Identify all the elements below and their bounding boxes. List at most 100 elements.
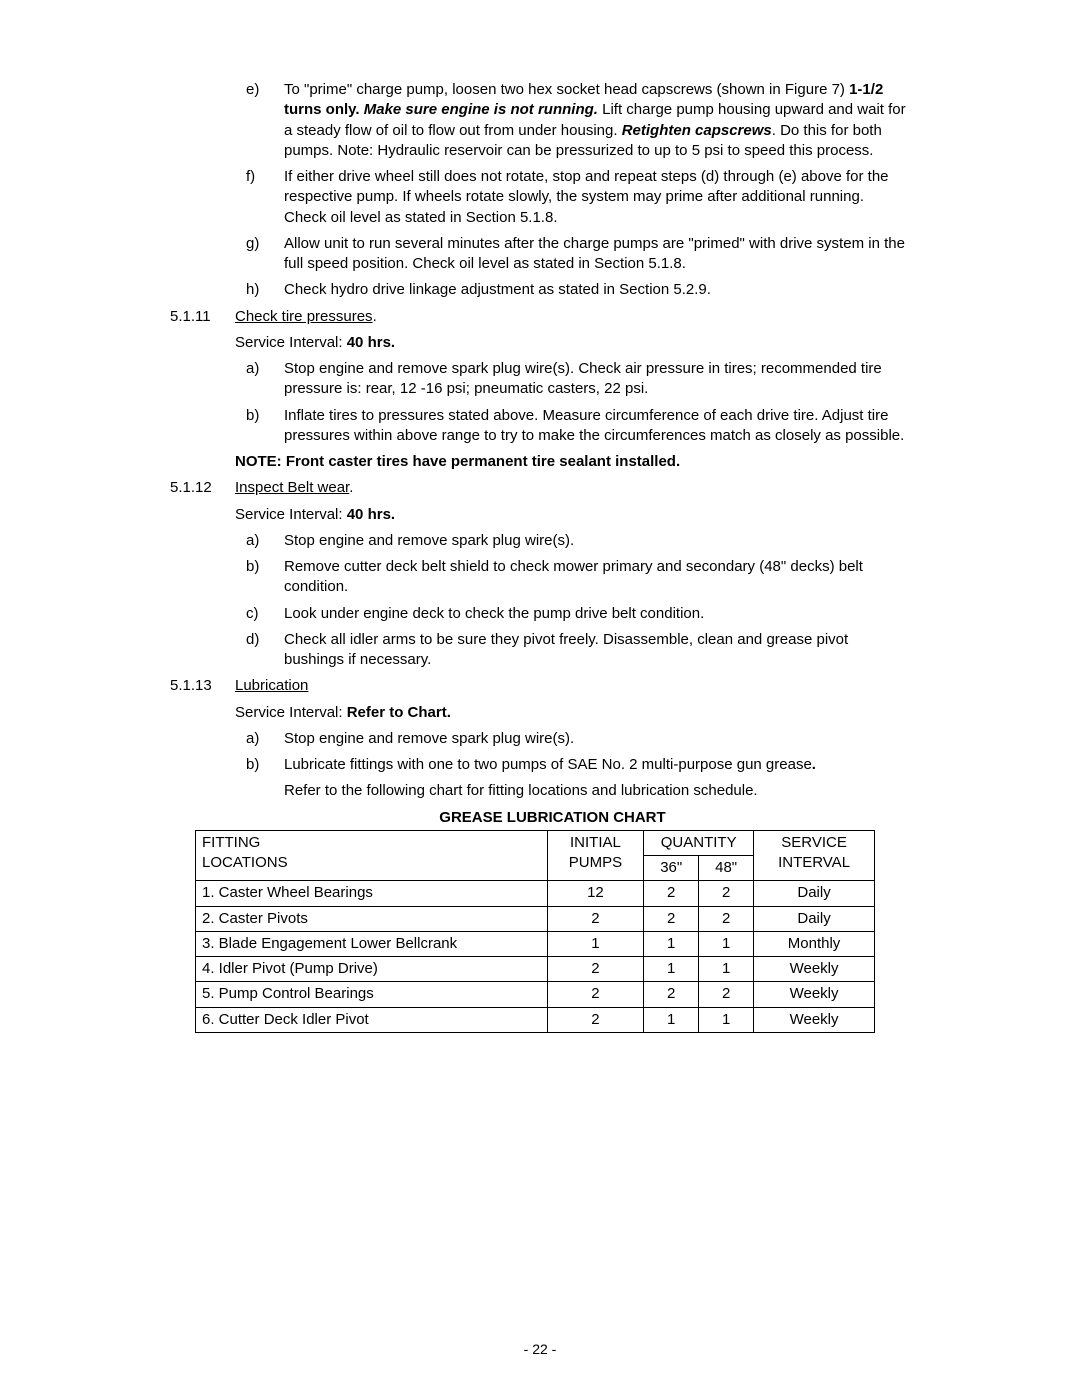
grease-lubrication-chart: FITTING LOCATIONS INITIAL PUMPS QUANTITY… <box>195 830 875 1033</box>
item-text: Look under engine deck to check the pump… <box>284 604 910 624</box>
cell-q48: 2 <box>699 982 754 1007</box>
cell-q48: 1 <box>699 931 754 956</box>
cell-location: 5. Pump Control Bearings <box>196 982 548 1007</box>
cell-pumps: 12 <box>547 881 644 906</box>
chart-title: GREASE LUBRICATION CHART <box>195 808 910 828</box>
cell-pumps: 2 <box>547 957 644 982</box>
list-item: b) Lubricate fittings with one to two pu… <box>246 755 910 775</box>
table-row: 1. Caster Wheel Bearings1222Daily <box>196 881 875 906</box>
cell-service: Weekly <box>754 982 875 1007</box>
cell-location: 4. Idler Pivot (Pump Drive) <box>196 957 548 982</box>
item-letter <box>246 781 284 801</box>
th-quantity: QUANTITY <box>644 830 754 855</box>
table-row: 3. Blade Engagement Lower Bellcrank111Mo… <box>196 931 875 956</box>
section-number: 5.1.13 <box>170 676 235 696</box>
table-row: 2. Caster Pivots222Daily <box>196 906 875 931</box>
section-5-1-12: 5.1.12 Inspect Belt wear. <box>170 478 910 498</box>
cell-q48: 1 <box>699 957 754 982</box>
item-letter: a) <box>246 729 284 749</box>
cell-service: Daily <box>754 906 875 931</box>
item-text: Inflate tires to pressures stated above.… <box>284 406 910 447</box>
page-number: - 22 - <box>0 1340 1080 1359</box>
item-letter: b) <box>246 755 284 775</box>
text-bold: . <box>812 756 816 773</box>
cell-q36: 1 <box>644 957 699 982</box>
section-5-1-11: 5.1.11 Check tire pressures. <box>170 307 910 327</box>
th-interval: INTERVAL <box>760 853 868 873</box>
interval-value: 40 hrs. <box>347 506 395 523</box>
service-interval: Service Interval: Refer to Chart. <box>235 703 910 723</box>
cell-pumps: 1 <box>547 931 644 956</box>
section-title: Lubrication <box>235 677 308 694</box>
cell-q36: 1 <box>644 931 699 956</box>
item-text: Stop engine and remove spark plug wire(s… <box>284 729 910 749</box>
list-item: a) Stop engine and remove spark plug wir… <box>246 359 910 400</box>
cell-q36: 1 <box>644 1007 699 1032</box>
list-item-e: e) To "prime" charge pump, loosen two he… <box>246 80 910 161</box>
interval-value: 40 hrs. <box>347 334 395 351</box>
cell-q48: 1 <box>699 1007 754 1032</box>
cell-service: Weekly <box>754 957 875 982</box>
item-letter: h) <box>246 280 284 300</box>
text-span: To "prime" charge pump, loosen two hex s… <box>284 81 849 98</box>
th-pumps: PUMPS <box>554 853 638 873</box>
list-item: a) Stop engine and remove spark plug wir… <box>246 729 910 749</box>
item-letter: c) <box>246 604 284 624</box>
cell-location: 2. Caster Pivots <box>196 906 548 931</box>
item-text: If either drive wheel still does not rot… <box>284 167 910 228</box>
item-letter: a) <box>246 531 284 551</box>
th-36: 36" <box>644 856 699 881</box>
cell-service: Monthly <box>754 931 875 956</box>
item-text: Remove cutter deck belt shield to check … <box>284 557 910 598</box>
list-item: d) Check all idler arms to be sure they … <box>246 630 910 671</box>
cell-pumps: 2 <box>547 906 644 931</box>
list-item: a) Stop engine and remove spark plug wir… <box>246 531 910 551</box>
table-row: 4. Idler Pivot (Pump Drive)211Weekly <box>196 957 875 982</box>
note-text: NOTE: Front caster tires have permanent … <box>235 452 910 472</box>
section-5-1-13: 5.1.13 Lubrication <box>170 676 910 696</box>
section-title: Inspect Belt wear <box>235 479 349 496</box>
cell-q48: 2 <box>699 881 754 906</box>
cell-q36: 2 <box>644 906 699 931</box>
cell-service: Weekly <box>754 1007 875 1032</box>
cell-location: 3. Blade Engagement Lower Bellcrank <box>196 931 548 956</box>
text-bolditalic: Make sure engine is not running. <box>364 101 598 118</box>
item-letter: d) <box>246 630 284 671</box>
list-item-h: h) Check hydro drive linkage adjustment … <box>246 280 910 300</box>
item-text: Refer to the following chart for fitting… <box>284 781 910 801</box>
item-text: Allow unit to run several minutes after … <box>284 234 910 275</box>
text-bolditalic: Retighten capscrews <box>622 122 772 139</box>
interval-label: Service Interval: <box>235 334 347 351</box>
item-letter: e) <box>246 80 284 161</box>
text-span: Lubricate fittings with one to two pumps… <box>284 756 812 773</box>
section-title: Check tire pressures <box>235 308 373 325</box>
th-48: 48" <box>699 856 754 881</box>
item-text: Lubricate fittings with one to two pumps… <box>284 755 910 775</box>
cell-service: Daily <box>754 881 875 906</box>
item-letter: b) <box>246 406 284 447</box>
cell-q36: 2 <box>644 881 699 906</box>
item-letter: a) <box>246 359 284 400</box>
interval-label: Service Interval: <box>235 506 347 523</box>
list-item: b) Inflate tires to pressures stated abo… <box>246 406 910 447</box>
service-interval: Service Interval: 40 hrs. <box>235 505 910 525</box>
interval-value: Refer to Chart. <box>347 704 451 721</box>
list-item-g: g) Allow unit to run several minutes aft… <box>246 234 910 275</box>
cell-location: 1. Caster Wheel Bearings <box>196 881 548 906</box>
list-item: b) Remove cutter deck belt shield to che… <box>246 557 910 598</box>
interval-label: Service Interval: <box>235 704 347 721</box>
item-text: To "prime" charge pump, loosen two hex s… <box>284 80 910 161</box>
cell-q36: 2 <box>644 982 699 1007</box>
item-text: Check hydro drive linkage adjustment as … <box>284 280 910 300</box>
table-row: 6. Cutter Deck Idler Pivot211Weekly <box>196 1007 875 1032</box>
cell-location: 6. Cutter Deck Idler Pivot <box>196 1007 548 1032</box>
list-item-f: f) If either drive wheel still does not … <box>246 167 910 228</box>
item-letter: g) <box>246 234 284 275</box>
section-number: 5.1.12 <box>170 478 235 498</box>
list-item-refer: Refer to the following chart for fitting… <box>246 781 910 801</box>
service-interval: Service Interval: 40 hrs. <box>235 333 910 353</box>
cell-q48: 2 <box>699 906 754 931</box>
item-letter: f) <box>246 167 284 228</box>
th-fitting: FITTING <box>202 833 541 853</box>
item-text: Stop engine and remove spark plug wire(s… <box>284 531 910 551</box>
